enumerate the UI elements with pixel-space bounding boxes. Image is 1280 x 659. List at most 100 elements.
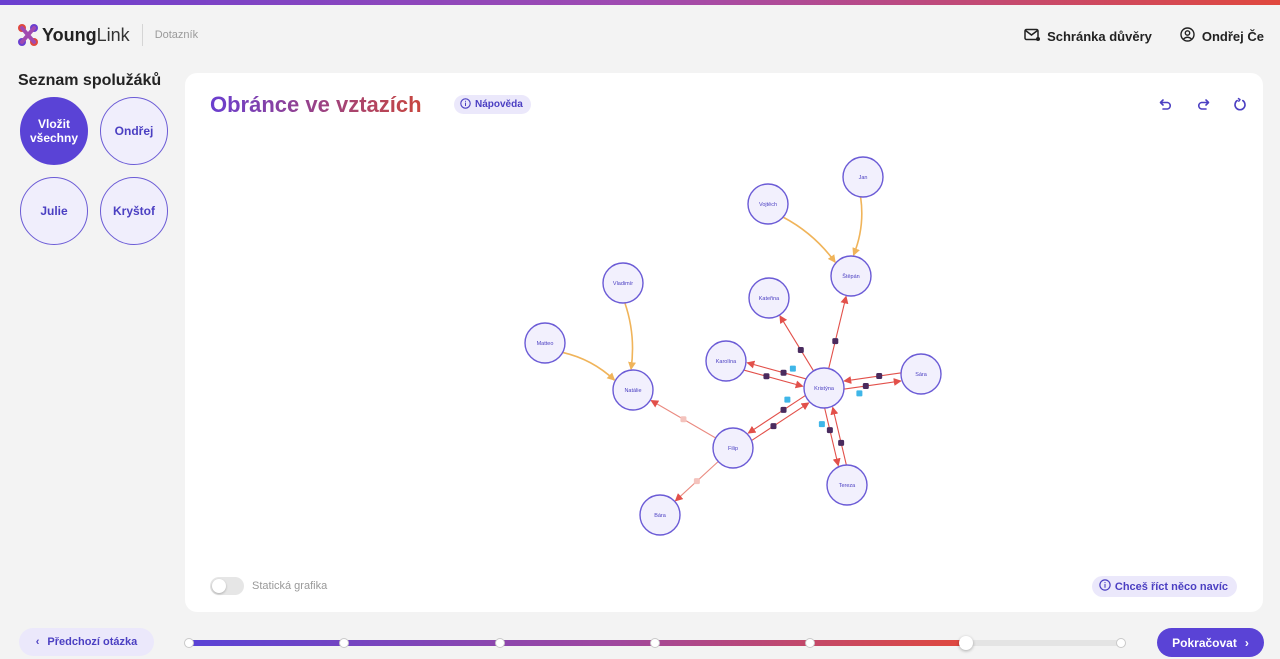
- user-icon: [1180, 27, 1195, 45]
- node-circle: [826, 464, 868, 506]
- edge-badge: [826, 427, 833, 434]
- logo-text-bold: Young: [42, 24, 97, 45]
- relation-edge[interactable]: [562, 351, 616, 381]
- info-icon: [1099, 579, 1111, 594]
- previous-question-button[interactable]: ‹ Předchozí otázka: [19, 628, 154, 656]
- classmate-node[interactable]: Matteo: [524, 322, 566, 364]
- continue-label: Pokračovat: [1172, 635, 1237, 650]
- classmate-node[interactable]: Natálie: [612, 369, 654, 411]
- progress-bar: [184, 636, 1126, 650]
- node-label: Natálie: [624, 388, 641, 394]
- relation-edge[interactable]: [824, 408, 841, 467]
- redo-icon[interactable]: [1194, 95, 1212, 113]
- classmate-node[interactable]: Filip: [712, 427, 754, 469]
- relation-edge[interactable]: [624, 302, 637, 371]
- reset-icon[interactable]: [1231, 95, 1249, 113]
- relation-edge[interactable]: [843, 372, 901, 385]
- help-label: Nápověda: [475, 99, 523, 110]
- edge-badge-secondary: [789, 365, 796, 372]
- node-label: Matteo: [537, 341, 554, 347]
- classmate-chip-krystof[interactable]: Kryštof: [100, 177, 168, 245]
- edge-badge: [770, 423, 777, 430]
- chevron-right-icon: ›: [1244, 635, 1249, 650]
- relation-edge[interactable]: [844, 377, 902, 390]
- node-circle: [803, 367, 845, 409]
- edge-badge-secondary: [784, 396, 791, 403]
- previous-question-label: Předchozí otázka: [47, 636, 138, 648]
- node-circle: [747, 183, 789, 225]
- relation-edge[interactable]: [751, 402, 810, 441]
- classmate-chip-ondrej[interactable]: Ondřej: [100, 97, 168, 165]
- classmate-node[interactable]: Štěpán: [830, 255, 872, 297]
- classmate-node[interactable]: Vojtěch: [747, 183, 789, 225]
- user-menu[interactable]: Ondřej Če: [1180, 27, 1264, 45]
- chevron-left-icon: ‹: [35, 636, 40, 648]
- edge-badge: [838, 439, 845, 446]
- edge-badge: [797, 347, 804, 354]
- top-gradient-bar: [0, 0, 1280, 5]
- undo-icon[interactable]: [1157, 95, 1175, 113]
- relation-edge[interactable]: [852, 196, 863, 257]
- logo-divider: [141, 24, 143, 46]
- node-circle: [830, 255, 872, 297]
- relation-edge[interactable]: [828, 295, 849, 369]
- node-circle: [612, 369, 654, 411]
- mail-icon: [1024, 28, 1041, 45]
- node-circle: [842, 156, 884, 198]
- logo[interactable]: YoungLink Dotazník: [17, 23, 198, 47]
- edge-badge: [763, 373, 770, 380]
- node-label: Jan: [859, 175, 868, 181]
- classmate-node[interactable]: Karolína: [705, 340, 747, 382]
- say-more-button[interactable]: Chceš říct něco navíc: [1091, 576, 1237, 597]
- relation-edge[interactable]: [830, 406, 847, 465]
- info-icon: [460, 97, 471, 112]
- node-label: Filip: [728, 446, 738, 452]
- continue-button[interactable]: Pokračovat ›: [1157, 628, 1264, 657]
- progress-step: [184, 638, 194, 648]
- node-circle: [524, 322, 566, 364]
- node-label: Štěpán: [842, 273, 859, 280]
- edge-badge-secondary: [818, 421, 825, 428]
- relationship-graph[interactable]: Jan Vojtěch Štěpán Vladimír Kateřina Matteo Ka…: [185, 73, 1263, 612]
- relation-edge[interactable]: [744, 369, 804, 389]
- progress-step: [494, 638, 505, 648]
- edge-badge: [832, 338, 839, 345]
- inbox-label: Schránka důvěry: [1047, 28, 1152, 44]
- insert-all-button[interactable]: Vložit všechny: [20, 97, 88, 165]
- node-circle: [639, 494, 681, 536]
- node-label: Sára: [915, 372, 928, 378]
- node-label: Bára: [654, 513, 667, 519]
- progress-step: [1116, 638, 1126, 648]
- help-button[interactable]: Nápověda: [454, 95, 531, 114]
- classmate-node[interactable]: Bára: [639, 494, 681, 536]
- classmate-node[interactable]: Jan: [842, 156, 884, 198]
- classmate-node[interactable]: Tereza: [826, 464, 868, 506]
- relation-edge[interactable]: [747, 395, 806, 434]
- node-circle: [602, 262, 644, 304]
- classmate-chip-julie[interactable]: Julie: [20, 177, 88, 245]
- app-header: YoungLink Dotazník Schránka důvěry Ondře…: [0, 5, 1280, 65]
- relation-edge[interactable]: [782, 216, 836, 264]
- progress-step: [805, 638, 816, 648]
- node-label: Tereza: [839, 483, 856, 489]
- relation-edge[interactable]: [746, 360, 806, 380]
- classmate-node[interactable]: Sára: [900, 353, 942, 395]
- classmate-node[interactable]: Kateřina: [748, 277, 790, 319]
- static-graphics-label: Statická grafika: [252, 580, 328, 592]
- edge-badge: [680, 416, 687, 423]
- relation-edge[interactable]: [779, 315, 815, 372]
- section-label: Dotazník: [154, 29, 199, 41]
- classmates-list-title: Seznam spolužáků: [18, 72, 162, 89]
- node-label: Karolína: [716, 359, 737, 365]
- edge-badge-secondary: [856, 390, 863, 397]
- edge-badge: [693, 478, 700, 485]
- classmate-node[interactable]: Vladimír: [602, 262, 644, 304]
- inbox-link[interactable]: Schránka důvěry: [1024, 28, 1152, 45]
- static-graphics-toggle[interactable]: [210, 577, 244, 595]
- say-more-label: Chceš říct něco navíc: [1114, 580, 1228, 593]
- edge-badge: [780, 369, 787, 376]
- logo-text-light: Link: [96, 24, 130, 45]
- user-name: Ondřej Če: [1201, 28, 1264, 44]
- classmate-node[interactable]: Kristýna: [803, 367, 845, 409]
- edge-badge: [876, 372, 883, 379]
